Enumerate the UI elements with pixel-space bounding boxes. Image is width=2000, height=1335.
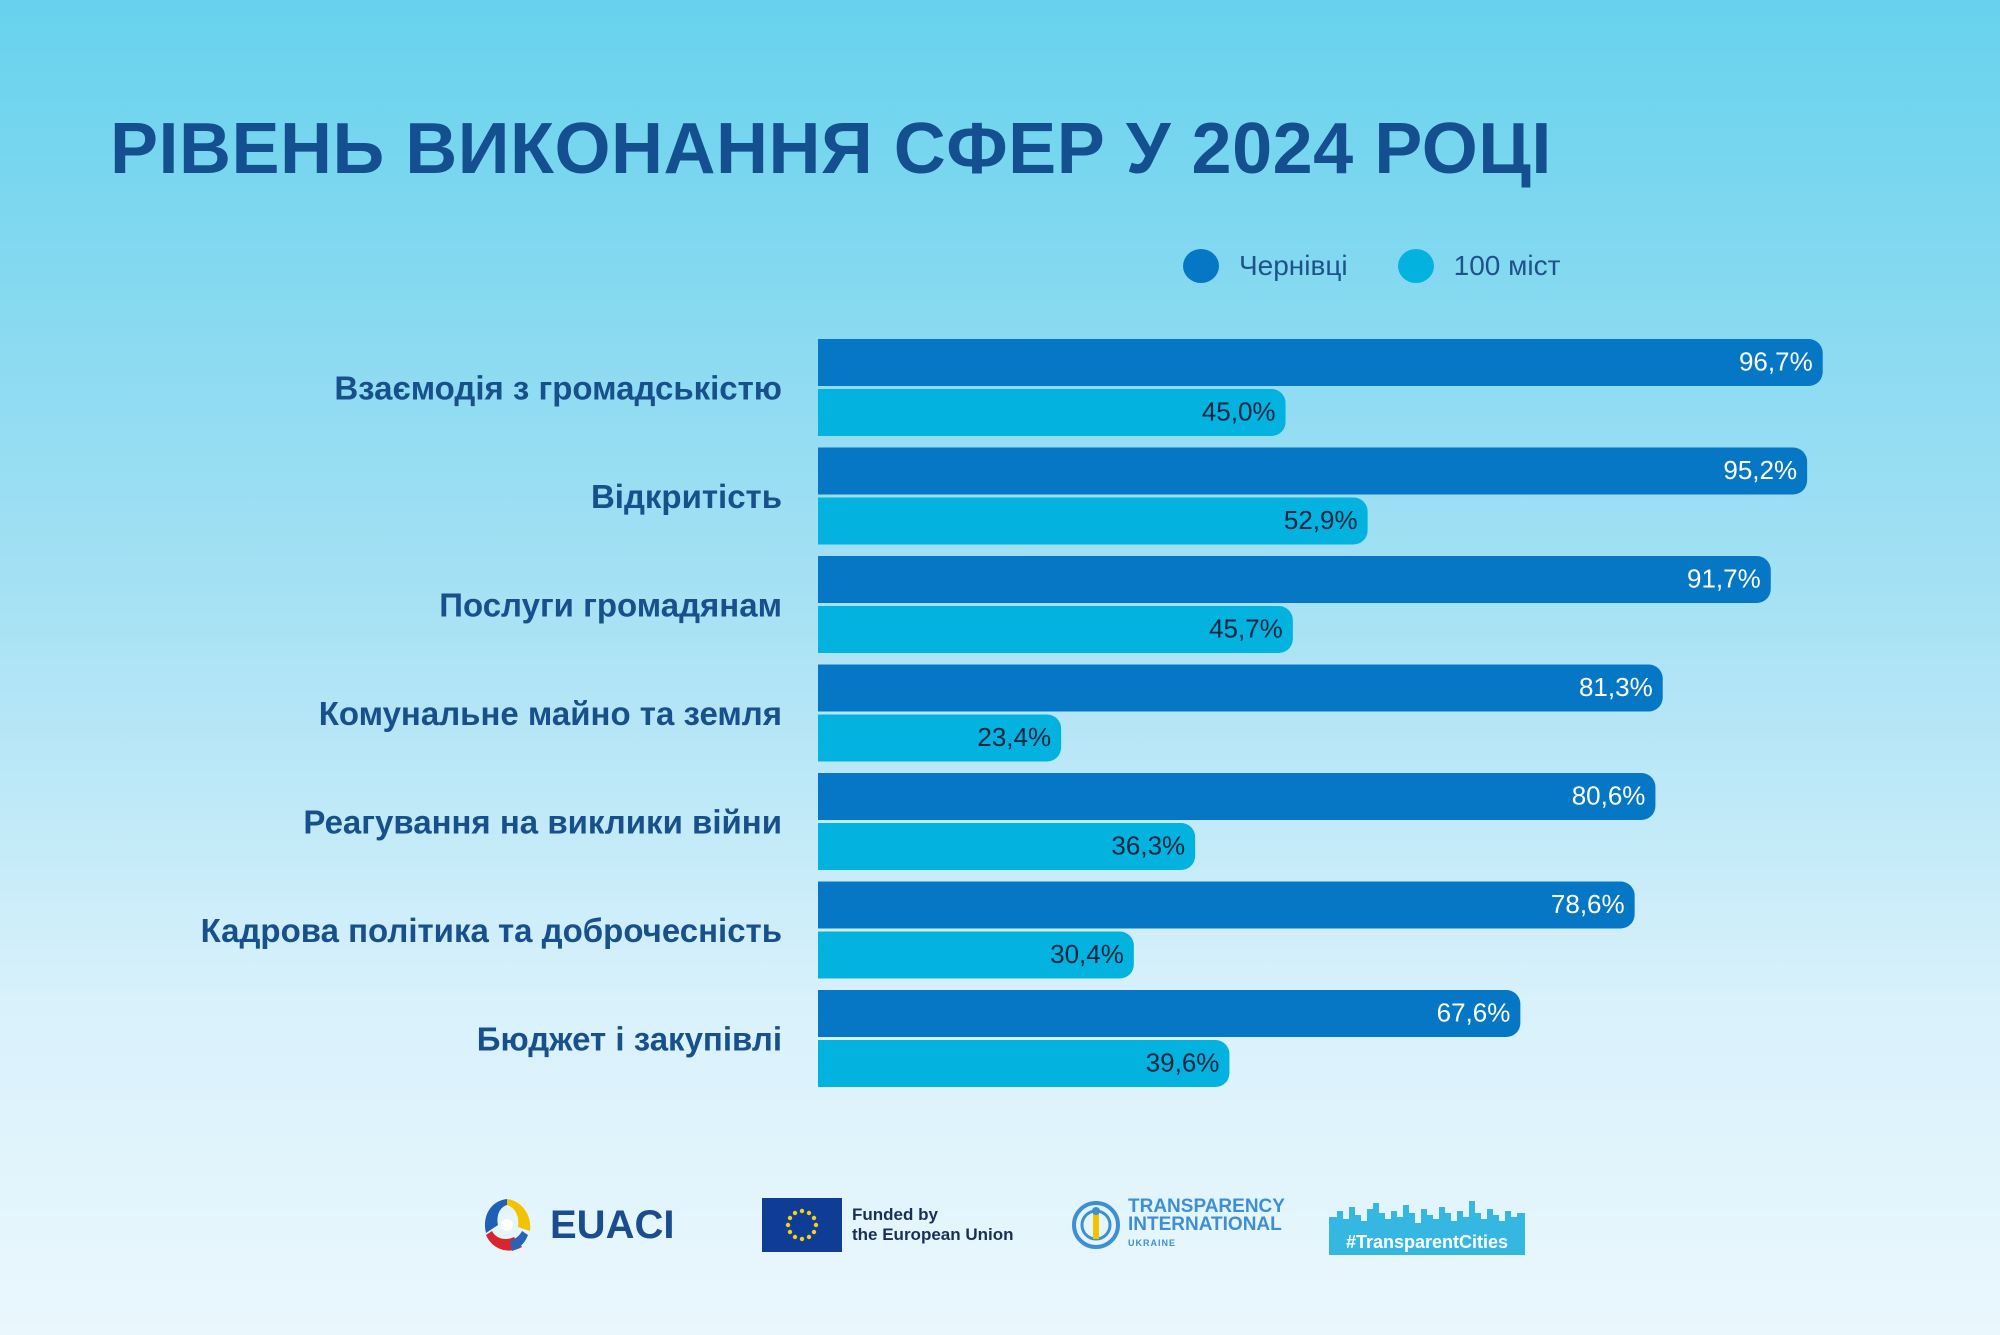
legend-label-100-cities: 100 міст: [1453, 250, 1561, 281]
ti-logo: TRANSPARENCY INTERNATIONAL UKRAINE: [1072, 1190, 1285, 1260]
category-label: Комунальне майно та земля: [319, 695, 782, 732]
eu-funded-logo: Funded by the European Union: [762, 1190, 1014, 1260]
transparency-international-icon: [1072, 1201, 1120, 1249]
bar-chart: Взаємодія з громадськістю 96,7% 45,0% Відкр…: [201, 339, 1823, 1087]
bar-chernivtsi: [818, 881, 1635, 929]
data-label: 96,7%: [1739, 346, 1813, 376]
category-label: Взаємодія з громадськістю: [334, 370, 782, 407]
eu-funded-line1: Funded by: [852, 1205, 938, 1224]
data-label: 78,6%: [1551, 889, 1625, 919]
ti-line3: UKRAINE: [1128, 1238, 1177, 1248]
data-label: 45,0%: [1202, 396, 1276, 426]
data-label: 36,3%: [1111, 830, 1185, 860]
ti-line2: INTERNATIONAL: [1128, 1214, 1282, 1235]
eu-funded-text: Funded by the European Union: [852, 1205, 1014, 1245]
data-label: 67,6%: [1437, 997, 1511, 1027]
data-label: 81,3%: [1579, 672, 1653, 702]
data-label: 30,4%: [1050, 939, 1124, 969]
legend-dot-chernivtsi: [1183, 249, 1219, 283]
ti-line1: TRANSPARENCY: [1128, 1196, 1285, 1217]
footer-logos: EUACI Funded by the European Union: [0, 1190, 2000, 1260]
bar-chernivtsi: [818, 664, 1663, 712]
euaci-emblem-icon: [484, 1199, 531, 1251]
bar-chernivtsi: [818, 773, 1656, 820]
ti-text: TRANSPARENCY INTERNATIONAL UKRAINE: [1128, 1196, 1285, 1252]
bar-100-cities: [818, 389, 1286, 436]
city-skyline-icon: [1329, 1201, 1525, 1231]
data-label: 52,9%: [1284, 505, 1358, 535]
bar-100-cities: [818, 606, 1293, 653]
bar-100-cities: [818, 497, 1368, 545]
category-label: Кадрова політика та доброчесність: [201, 912, 782, 949]
legend-label-chernivtsi: Чернівці: [1239, 250, 1348, 281]
data-label: 80,6%: [1572, 780, 1646, 810]
eu-funded-line2: the European Union: [852, 1225, 1014, 1244]
legend-item-100-cities: 100 міст: [1397, 249, 1561, 283]
bar-chernivtsi: [818, 990, 1521, 1037]
chart-legend: Чернівці 100 міст: [1183, 249, 1610, 283]
page-title: РІВЕНЬ ВИКОНАННЯ СФЕР У 2024 РОЦІ: [110, 109, 1552, 189]
euaci-logo: EUACI: [478, 1190, 674, 1260]
data-label: 95,2%: [1723, 455, 1797, 485]
bar-100-cities: [818, 714, 1062, 762]
transparent-cities-box: #TransparentCities: [1329, 1195, 1525, 1255]
eu-flag-icon: [762, 1198, 842, 1252]
bar-100-cities: [818, 1040, 1230, 1087]
bar-chernivtsi: [818, 447, 1808, 495]
bar-chernivtsi: [818, 339, 1823, 386]
euaci-text: EUACI: [550, 1202, 675, 1247]
legend-dot-100-cities: [1397, 249, 1434, 283]
legend-item-chernivtsi: Чернівці: [1183, 249, 1348, 283]
category-label: Реагування на виклики війни: [303, 804, 782, 841]
bar-100-cities: [818, 823, 1196, 870]
data-label: 45,7%: [1209, 613, 1283, 643]
category-label: Бюджет і закупівлі: [477, 1021, 782, 1058]
bar-chernivtsi: [818, 556, 1771, 603]
transparent-cities-text: #TransparentCities: [1329, 1229, 1525, 1255]
data-label: 23,4%: [977, 722, 1051, 752]
data-label: 91,7%: [1687, 563, 1761, 593]
category-label: Відкритість: [591, 478, 782, 515]
bar-100-cities: [818, 931, 1134, 979]
category-label: Послуги громадянам: [439, 587, 782, 624]
data-label: 39,6%: [1146, 1047, 1220, 1077]
transparent-cities-logo: #TransparentCities: [1329, 1190, 1525, 1260]
